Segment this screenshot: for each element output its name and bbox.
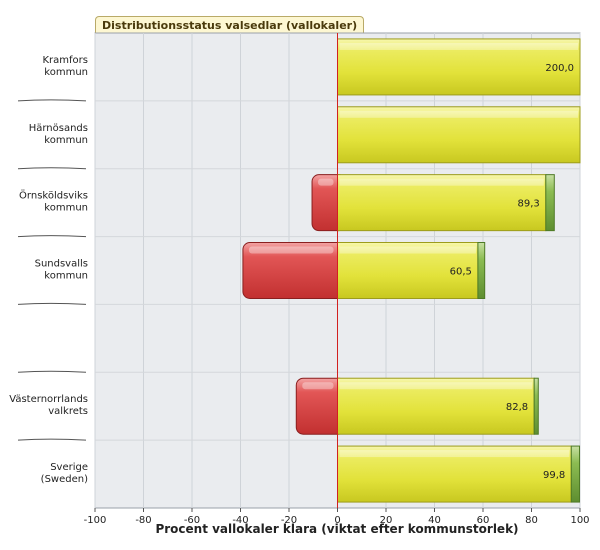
bar-highlight bbox=[248, 246, 334, 254]
bar-highlight bbox=[339, 42, 578, 50]
category-label: kommun bbox=[44, 67, 88, 78]
completion-bar-end bbox=[533, 377, 539, 435]
x-tick-label: -40 bbox=[232, 515, 248, 526]
completion-bar-end bbox=[545, 174, 555, 232]
data-label: 89,3 bbox=[518, 199, 540, 210]
category-label: valkrets bbox=[48, 406, 88, 417]
bar-highlight bbox=[339, 178, 544, 186]
bar-highlight bbox=[302, 382, 334, 390]
completion-bar-end bbox=[477, 242, 486, 299]
category-label: (Sweden) bbox=[41, 474, 88, 485]
data-label: 99,8 bbox=[543, 470, 565, 481]
category-separator bbox=[17, 235, 87, 238]
bar-highlight bbox=[339, 450, 570, 458]
positive-bar bbox=[337, 445, 572, 503]
category-label: Kramfors bbox=[43, 55, 89, 66]
category-separator bbox=[17, 438, 87, 441]
bar-highlight bbox=[339, 110, 578, 118]
category-separator bbox=[17, 302, 87, 305]
data-label: 60,5 bbox=[450, 267, 472, 278]
category-separator bbox=[17, 167, 87, 170]
bar-highlight bbox=[318, 178, 334, 186]
category-separator bbox=[17, 99, 87, 102]
x-tick-label: -20 bbox=[281, 515, 297, 526]
category-separator bbox=[17, 370, 87, 373]
category-label: Örnsköldsviks bbox=[19, 189, 88, 202]
category-label: Västernorrlands bbox=[9, 394, 88, 405]
positive-bar bbox=[337, 377, 535, 435]
positive-bar bbox=[337, 106, 581, 164]
x-tick-label: 20 bbox=[380, 515, 393, 526]
data-label: 82,8 bbox=[506, 402, 528, 413]
category-label: kommun bbox=[44, 271, 88, 282]
x-tick-label: 60 bbox=[477, 515, 490, 526]
x-tick-label: 0 bbox=[334, 515, 340, 526]
category-label: Sundsvalls bbox=[35, 259, 88, 270]
positive-bar bbox=[337, 242, 479, 299]
category-label: Härnösands bbox=[29, 123, 88, 134]
category-label: Sverige bbox=[50, 462, 88, 473]
x-tick-label: 80 bbox=[525, 515, 538, 526]
x-tick-label: -100 bbox=[84, 515, 107, 526]
category-label: kommun bbox=[44, 203, 88, 214]
bar-highlight bbox=[339, 382, 533, 390]
x-tick-label: -80 bbox=[135, 515, 151, 526]
chart-title: Distributionsstatus valsedlar (vallokale… bbox=[95, 16, 365, 34]
category-label: kommun bbox=[44, 135, 88, 146]
positive-bar bbox=[337, 174, 547, 232]
bar-highlight bbox=[339, 246, 476, 254]
x-tick-label: -60 bbox=[184, 515, 200, 526]
x-tick-label: 100 bbox=[570, 515, 589, 526]
data-label: 200,0 bbox=[545, 63, 574, 74]
completion-bar-end bbox=[570, 445, 581, 503]
x-axis-label: Procent vallokaler klara (viktat efter k… bbox=[155, 522, 518, 536]
x-tick-label: 40 bbox=[428, 515, 441, 526]
